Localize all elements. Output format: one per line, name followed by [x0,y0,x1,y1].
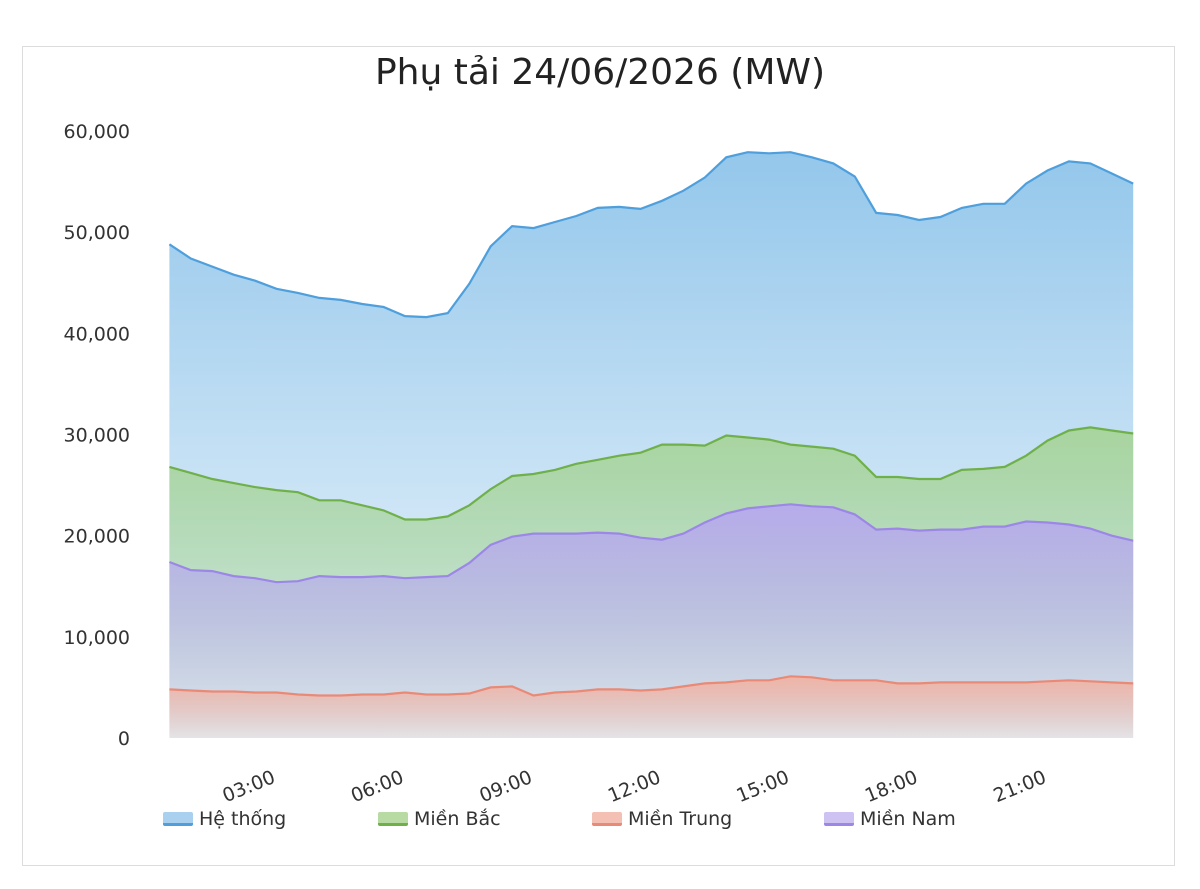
x-tick-label: 03:00 [219,766,278,807]
legend-item-mien-trung[interactable]: Miền Trung [592,808,732,830]
chart-title: Phụ tải 24/06/2026 (MW) [374,52,826,93]
x-tick-label: 12:00 [605,766,664,807]
legend-swatch-mien-bac [378,812,408,826]
line-mien-nam[interactable] [169,503,1134,584]
legend-item-mien-bac[interactable]: Miền Bắc [378,808,501,830]
area-mien-nam [169,504,1134,738]
y-tick-label: 0 [118,728,130,750]
legend: Hệ thống Miền Bắc Miền Trung Miền Nam [0,808,1200,838]
line-mien-bac[interactable] [169,426,1134,521]
y-tick-label: 30,000 [64,425,130,447]
x-tick-label: 15:00 [733,766,792,807]
x-tick-label: 18:00 [862,766,921,807]
legend-swatch-he-thong [163,812,193,826]
area-mien-trung [169,676,1134,738]
y-tick-label: 40,000 [64,323,130,345]
legend-label-he-thong: Hệ thống [199,808,287,830]
x-tick-label: 06:00 [348,766,407,807]
line-he-thong[interactable] [168,151,1134,319]
legend-label-mien-trung: Miền Trung [628,808,733,830]
x-tick-label: 21:00 [990,766,1049,807]
legend-swatch-mien-trung [592,812,622,826]
y-tick-label: 20,000 [64,526,130,548]
y-tick-label: 10,000 [64,627,130,649]
y-tick-label: 50,000 [64,222,130,244]
legend-item-mien-nam[interactable]: Miền Nam [824,808,956,830]
legend-label-mien-nam: Miền Nam [860,808,956,830]
legend-label-mien-bac: Miền Bắc [414,808,501,830]
legend-item-he-thong[interactable]: Hệ thống [163,808,286,830]
x-tick-label: 09:00 [476,766,535,807]
legend-swatch-mien-nam [824,812,854,826]
y-tick-label: 60,000 [64,121,130,143]
line-mien-trung[interactable] [169,675,1134,697]
